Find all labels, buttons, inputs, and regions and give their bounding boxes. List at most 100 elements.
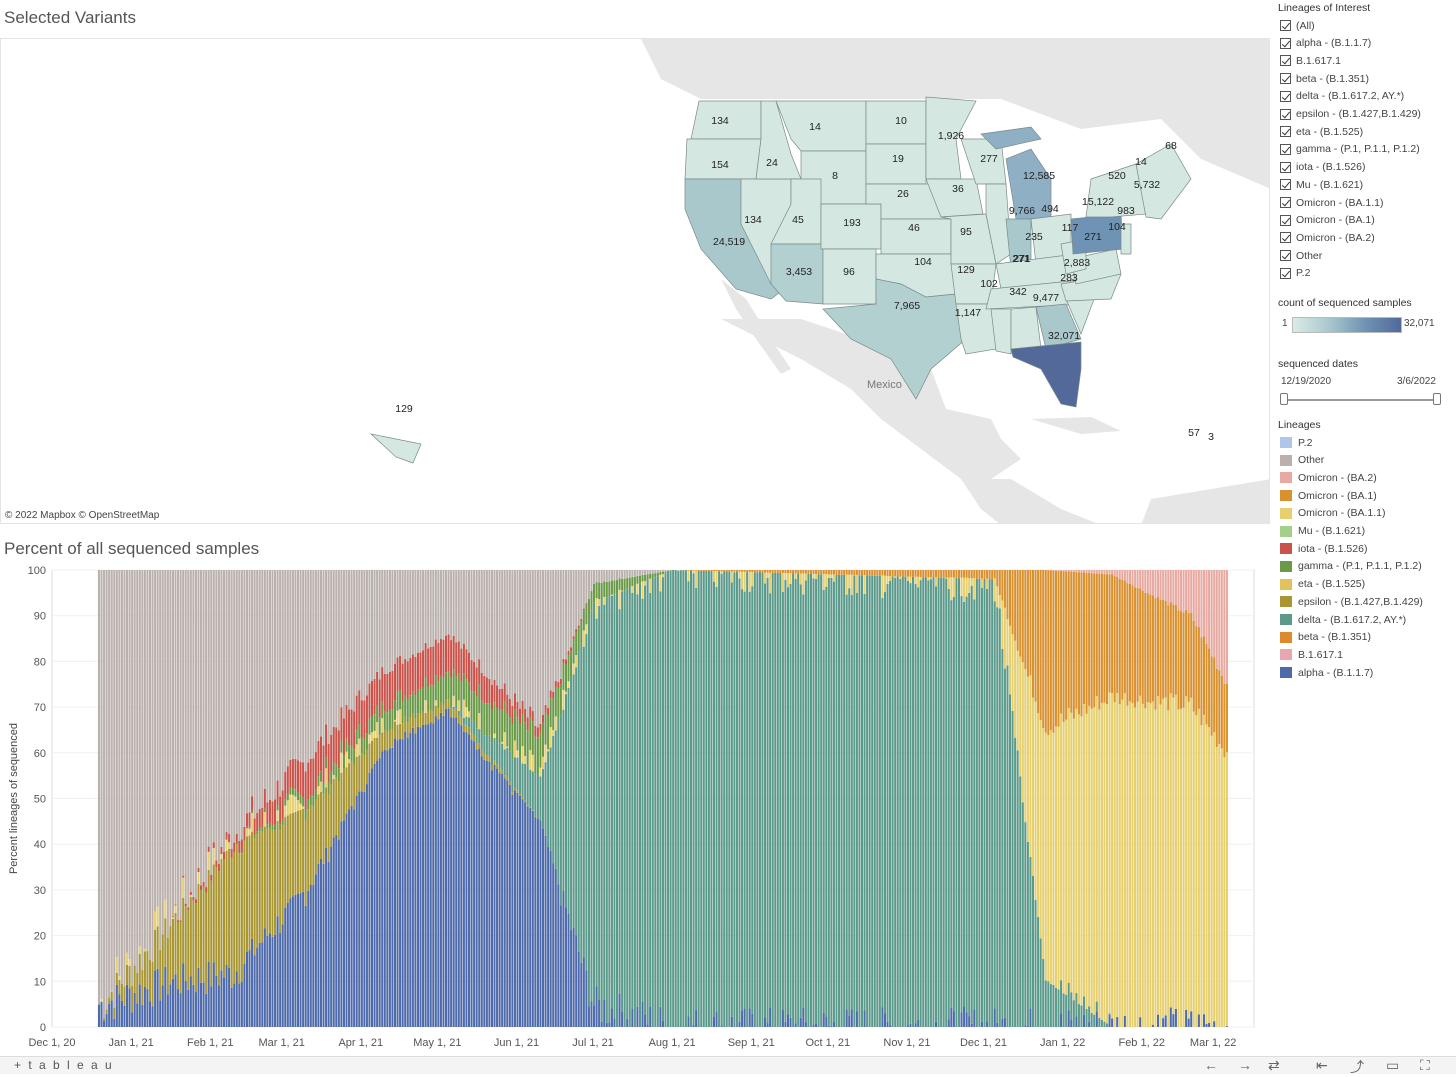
state-value-label[interactable]: 277 [975,153,1003,165]
legend-item[interactable]: Omicron - (BA.1) [1280,487,1377,504]
legend-item[interactable]: Omicron - (BA.2) [1280,469,1377,486]
revert-icon[interactable]: ⇄ [1268,1057,1280,1074]
date-slider-track[interactable] [1284,399,1436,401]
state-value-label[interactable]: 129 [952,264,980,276]
state-value-label[interactable]: 7,965 [893,300,921,312]
checkbox-checked-icon[interactable] [1280,91,1291,102]
state-value-label[interactable]: 36 [944,183,972,195]
map-panel[interactable]: 134 154 24 14 10 1,926 8 19 26 36 277 12,585 134 45 19… [0,38,1270,524]
checkbox-checked-icon[interactable] [1280,215,1291,226]
state-value-label[interactable]: 193 [838,217,866,229]
checkbox-checked-icon[interactable] [1280,197,1291,208]
filter-item[interactable]: epsilon - (B.1.427,B.1.429) [1280,106,1421,123]
checkbox-checked-icon[interactable] [1280,179,1291,190]
legend-item[interactable]: iota - (B.1.526) [1280,540,1367,557]
state-value-label[interactable]: 1,926 [937,130,965,142]
state-value-label[interactable]: 9,766 [1008,205,1036,217]
state-value-label[interactable]: 983 [1112,205,1140,217]
state-value-label[interactable]: 68 [1157,140,1185,152]
state-value-label[interactable]: 134 [739,214,767,226]
state-value-label[interactable]: 2,883 [1063,257,1091,269]
legend-item[interactable]: beta - (B.1.351) [1280,629,1371,646]
state-value-label[interactable]: 45 [784,214,812,226]
state-value-label[interactable]: 271 [1007,253,1035,265]
checkbox-checked-icon[interactable] [1280,73,1291,84]
filter-item[interactable]: delta - (B.1.617.2, AY.*) [1280,88,1404,105]
state-value-label[interactable]: 104 [1103,221,1131,233]
state-value-label[interactable]: 19 [884,153,912,165]
legend-item[interactable]: alpha - (B.1.1.7) [1280,664,1373,681]
legend-item[interactable]: Omicron - (BA.1.1) [1280,505,1386,522]
state-value-label[interactable]: 271 [1079,231,1107,243]
checkbox-checked-icon[interactable] [1280,232,1291,243]
state-value-label[interactable]: 3,453 [785,266,813,278]
legend-item[interactable]: gamma - (P.1, P.1.1, P.1.2) [1280,558,1422,575]
state-value-label[interactable]: 494 [1036,203,1064,215]
filter-item[interactable]: gamma - (P.1, P.1.1, P.1.2) [1280,141,1420,158]
state-value-label[interactable]: 129 [390,403,418,415]
undo-icon[interactable]: ← [1204,1057,1218,1073]
legend-item[interactable]: B.1.617.1 [1280,646,1343,663]
legend-item[interactable]: Other [1280,452,1324,469]
checkbox-checked-icon[interactable] [1280,109,1291,120]
state-value-label[interactable]: 15,122 [1082,196,1110,208]
legend-item[interactable]: epsilon - (B.1.427,B.1.429) [1280,593,1423,610]
checkbox-checked-icon[interactable] [1280,20,1291,31]
share-icon[interactable]: ⤴ [1350,1057,1364,1077]
filter-item[interactable]: Omicron - (BA.1) [1280,212,1375,229]
state-value-label[interactable]: 46 [900,222,928,234]
filter-item[interactable]: eta - (B.1.525) [1280,123,1363,140]
state-value-label[interactable]: 8 [821,170,849,182]
comment-icon[interactable]: ▭ [1386,1057,1399,1074]
fullscreen-icon[interactable]: ⛶ [1420,1057,1430,1074]
checkbox-checked-icon[interactable] [1280,38,1291,49]
filter-item[interactable]: (All) [1280,17,1315,34]
state-value-label[interactable]: 134 [706,115,734,127]
tableau-logo[interactable]: + t a b l e a u [14,1058,114,1072]
state-value-label[interactable]: 9,477 [1032,292,1060,304]
state-value-label[interactable]: 32,071 [1048,330,1076,342]
checkbox-checked-icon[interactable] [1280,250,1291,261]
checkbox-checked-icon[interactable] [1280,162,1291,173]
state-value-label[interactable]: 520 [1103,170,1131,182]
state-value-label[interactable]: 12,585 [1023,170,1051,182]
state-value-label[interactable]: 342 [1004,286,1032,298]
date-slider-start-handle[interactable] [1280,393,1288,405]
filter-item[interactable]: P.2 [1280,265,1310,282]
filter-item[interactable]: Mu - (B.1.621) [1280,176,1363,193]
filter-item[interactable]: alpha - (B.1.1.7) [1280,35,1371,52]
state-value-label[interactable]: 102 [975,278,1003,290]
map-attribution[interactable]: © 2022 Mapbox © OpenStreetMap [5,510,159,521]
filter-item[interactable]: B.1.617.1 [1280,52,1341,69]
state-value-label[interactable]: 14 [801,121,829,133]
state-value-label[interactable]: 283 [1055,272,1083,284]
legend-item[interactable]: eta - (B.1.525) [1280,576,1365,593]
filter-item[interactable]: beta - (B.1.351) [1280,70,1369,87]
legend-item[interactable]: Mu - (B.1.621) [1280,523,1365,540]
checkbox-checked-icon[interactable] [1280,144,1291,155]
date-slider-end-handle[interactable] [1433,393,1441,405]
checkbox-checked-icon[interactable] [1280,55,1291,66]
state-value-label[interactable]: 10 [887,115,915,127]
state-value-label[interactable]: 1,147 [954,307,982,319]
state-value-label[interactable]: 24,519 [713,236,741,248]
state-value-label[interactable]: 104 [909,256,937,268]
state-value-label[interactable]: 5,732 [1133,179,1161,191]
state-value-label[interactable]: 154 [706,159,734,171]
state-value-label[interactable]: 24 [758,157,786,169]
legend-item[interactable]: P.2 [1280,434,1312,451]
state-value-label[interactable]: 235 [1020,231,1048,243]
filter-item[interactable]: iota - (B.1.526) [1280,159,1365,176]
reset-icon[interactable]: ⇤ [1316,1057,1328,1074]
filter-item[interactable]: Other [1280,247,1322,264]
filter-item[interactable]: Omicron - (BA.2) [1280,229,1375,246]
checkbox-checked-icon[interactable] [1280,126,1291,137]
state-value-label[interactable]: 96 [835,266,863,278]
state-value-label[interactable]: 26 [889,188,917,200]
state-value-label[interactable]: 3 [1197,431,1225,443]
filter-item[interactable]: Omicron - (BA.1.1) [1280,194,1384,211]
redo-icon[interactable]: → [1238,1057,1252,1073]
legend-item[interactable]: delta - (B.1.617.2, AY.*) [1280,611,1406,628]
state-value-label[interactable]: 95 [952,226,980,238]
